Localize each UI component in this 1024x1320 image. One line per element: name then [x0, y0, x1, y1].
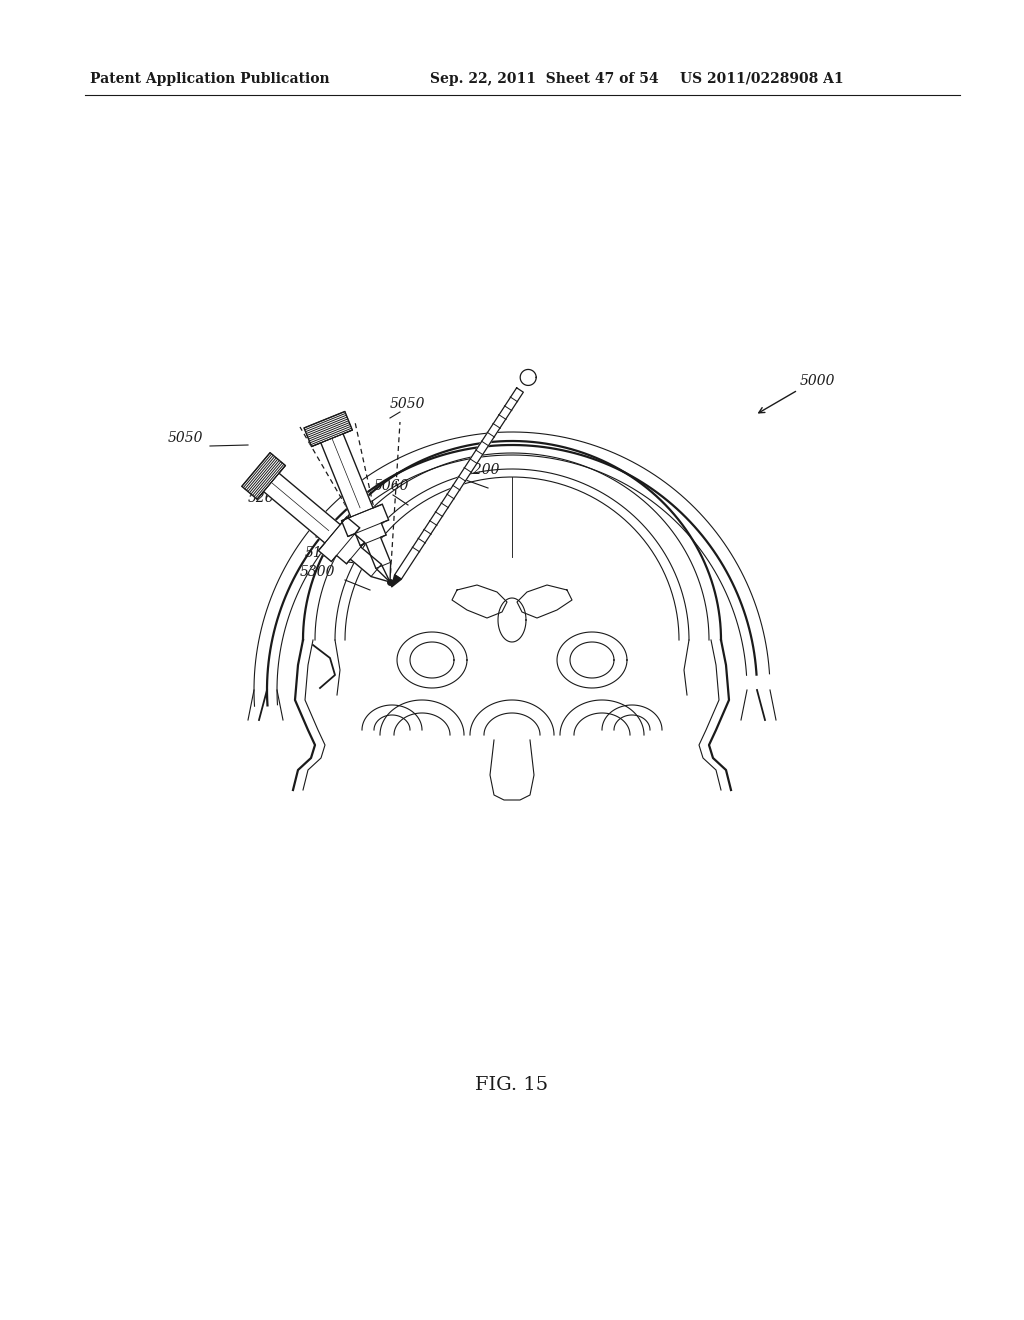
Text: Sep. 22, 2011  Sheet 47 of 54: Sep. 22, 2011 Sheet 47 of 54 [430, 73, 658, 86]
Polygon shape [394, 388, 523, 579]
Polygon shape [304, 412, 391, 582]
Text: 5050: 5050 [168, 432, 204, 445]
Text: 5300: 5300 [300, 565, 336, 579]
Text: 5000: 5000 [800, 374, 836, 388]
Text: 5060: 5060 [374, 479, 410, 492]
Text: 5100: 5100 [305, 546, 341, 560]
Text: 5060: 5060 [315, 527, 350, 541]
Text: FIG. 15: FIG. 15 [475, 1076, 549, 1094]
Polygon shape [242, 453, 390, 582]
Text: US 2011/0228908 A1: US 2011/0228908 A1 [680, 73, 844, 86]
Polygon shape [391, 574, 401, 587]
Text: 5050: 5050 [390, 397, 426, 411]
Text: 5200: 5200 [465, 463, 501, 477]
Polygon shape [520, 370, 537, 385]
Text: Patent Application Publication: Patent Application Publication [90, 73, 330, 86]
Text: 5260: 5260 [248, 491, 284, 506]
